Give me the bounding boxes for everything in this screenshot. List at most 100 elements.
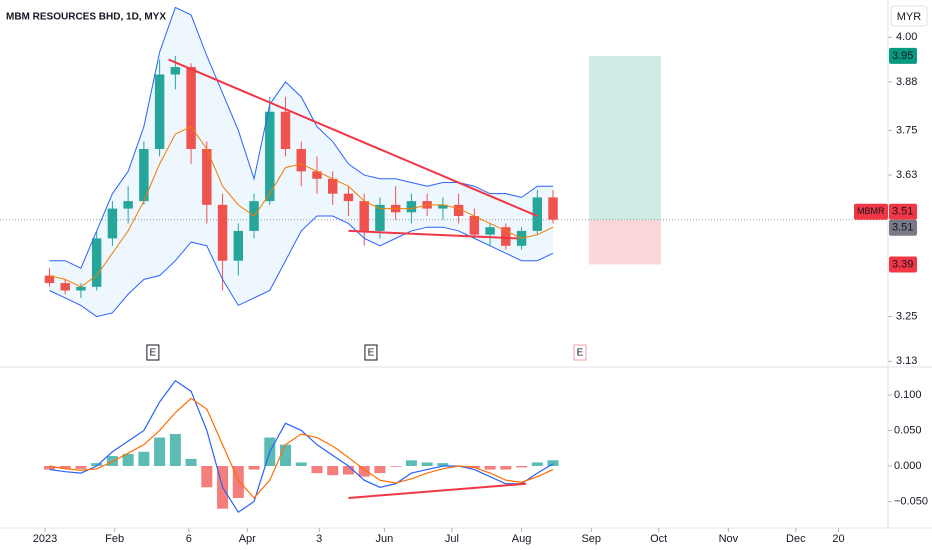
currency-label[interactable]: MYR: [897, 11, 922, 23]
histogram-bar: [390, 465, 402, 467]
stop-label: 3.39: [892, 258, 913, 270]
x-tick-label: 6: [186, 533, 192, 545]
x-tick-label: Jun: [376, 533, 394, 545]
candle-body: [170, 67, 181, 75]
trendline: [348, 482, 527, 499]
chart-title: MBM RESOURCES BHD, 1D, MYX: [6, 12, 166, 23]
histogram-bar: [91, 463, 103, 466]
histogram-bar: [280, 444, 292, 466]
earnings-marker: [146, 344, 160, 361]
earnings-label: E: [368, 348, 375, 359]
candle-body: [44, 275, 55, 284]
x-tick-label: Nov: [719, 533, 739, 545]
candle-body: [327, 178, 338, 194]
histogram-bar: [138, 451, 150, 466]
earnings-label: E: [577, 348, 584, 359]
candle-body: [359, 201, 369, 231]
symbol-tag-bg: [854, 203, 888, 220]
candle-body: [217, 204, 228, 261]
histogram-bar: [201, 465, 213, 488]
histogram-bar: [295, 462, 307, 466]
x-tick-label: 3: [316, 533, 322, 545]
entry-bg: [889, 219, 917, 236]
candle-body: [123, 201, 133, 209]
candle-body: [312, 171, 322, 179]
histogram-bar: [437, 463, 449, 466]
candle-body: [186, 67, 196, 149]
histogram-bar: [59, 465, 71, 469]
y-tick-label: 0.100: [894, 389, 922, 401]
histogram-bar: [43, 465, 55, 470]
candle-body: [548, 197, 558, 220]
x-tick-label: Oct: [650, 533, 667, 545]
y-tick-label: 3.13: [896, 355, 917, 367]
x-tick-label: Feb: [105, 533, 124, 545]
histogram-bar: [374, 465, 386, 474]
candle-body: [139, 148, 149, 202]
earnings-marker: [573, 344, 587, 361]
candle-body: [438, 204, 448, 209]
y-tick-label: −0.050: [894, 495, 928, 507]
earnings-label: E: [150, 348, 157, 359]
y-tick-label: 4.00: [896, 31, 917, 43]
candle-body: [154, 74, 165, 149]
histogram-bar: [154, 437, 166, 466]
candle-body: [469, 216, 480, 235]
target-label-bg: [889, 47, 917, 64]
candle-body: [501, 227, 511, 246]
x-tick-label: 2023: [33, 533, 57, 545]
currency-button[interactable]: [890, 5, 928, 27]
candle-body: [107, 208, 118, 239]
candle-body: [485, 227, 495, 235]
target-label: 3.95: [892, 50, 913, 62]
candle-body: [532, 197, 543, 231]
last-price-label: 3.51: [892, 206, 913, 218]
macd-line: [49, 397, 554, 499]
candle-body: [406, 201, 417, 213]
trendline: [168, 58, 538, 217]
earnings-marker: [364, 344, 378, 361]
stop-label-bg: [889, 256, 917, 273]
histogram-bar: [500, 465, 512, 470]
histogram-bar: [122, 453, 134, 466]
histogram-bar: [232, 465, 244, 498]
histogram-bar: [421, 462, 433, 466]
symbol-tag: MBMR: [857, 206, 885, 216]
candle-body: [202, 148, 212, 205]
y-tick-label: 3.63: [896, 169, 917, 181]
candle-body: [375, 204, 385, 231]
candle-body: [76, 286, 86, 291]
histogram-bar: [547, 460, 559, 466]
x-tick-label: Dec: [786, 533, 806, 545]
x-tick-label: Apr: [239, 533, 256, 545]
indicator-line: [49, 126, 554, 288]
candle-body: [265, 111, 275, 202]
candle-body: [91, 238, 102, 287]
macd-line: [49, 379, 554, 514]
candle-body: [296, 148, 306, 172]
x-tick-label: Aug: [512, 533, 532, 545]
trendline: [348, 229, 518, 240]
stop-zone: [589, 219, 661, 265]
last-price-bg: [889, 203, 917, 220]
histogram-bar: [106, 456, 118, 466]
histogram-bar: [358, 465, 370, 477]
y-tick-label: 3.75: [896, 124, 917, 136]
entry-label: 3.51: [892, 222, 913, 234]
histogram-bar: [516, 465, 528, 468]
x-tick-label: Sep: [581, 533, 601, 545]
candle-body: [60, 283, 70, 291]
target-zone: [589, 55, 661, 220]
x-tick-label: 20: [832, 533, 844, 545]
histogram-bar: [405, 460, 417, 466]
indicator-line: [49, 6, 554, 269]
x-tick-label: Jul: [445, 533, 459, 545]
histogram-bar: [342, 465, 354, 475]
histogram-bar: [169, 433, 181, 466]
y-tick-label: 0.000: [894, 460, 922, 472]
candle-body: [343, 193, 354, 202]
candle-body: [280, 111, 291, 149]
y-tick-label: 3.88: [896, 76, 917, 88]
candle-body: [233, 230, 244, 261]
